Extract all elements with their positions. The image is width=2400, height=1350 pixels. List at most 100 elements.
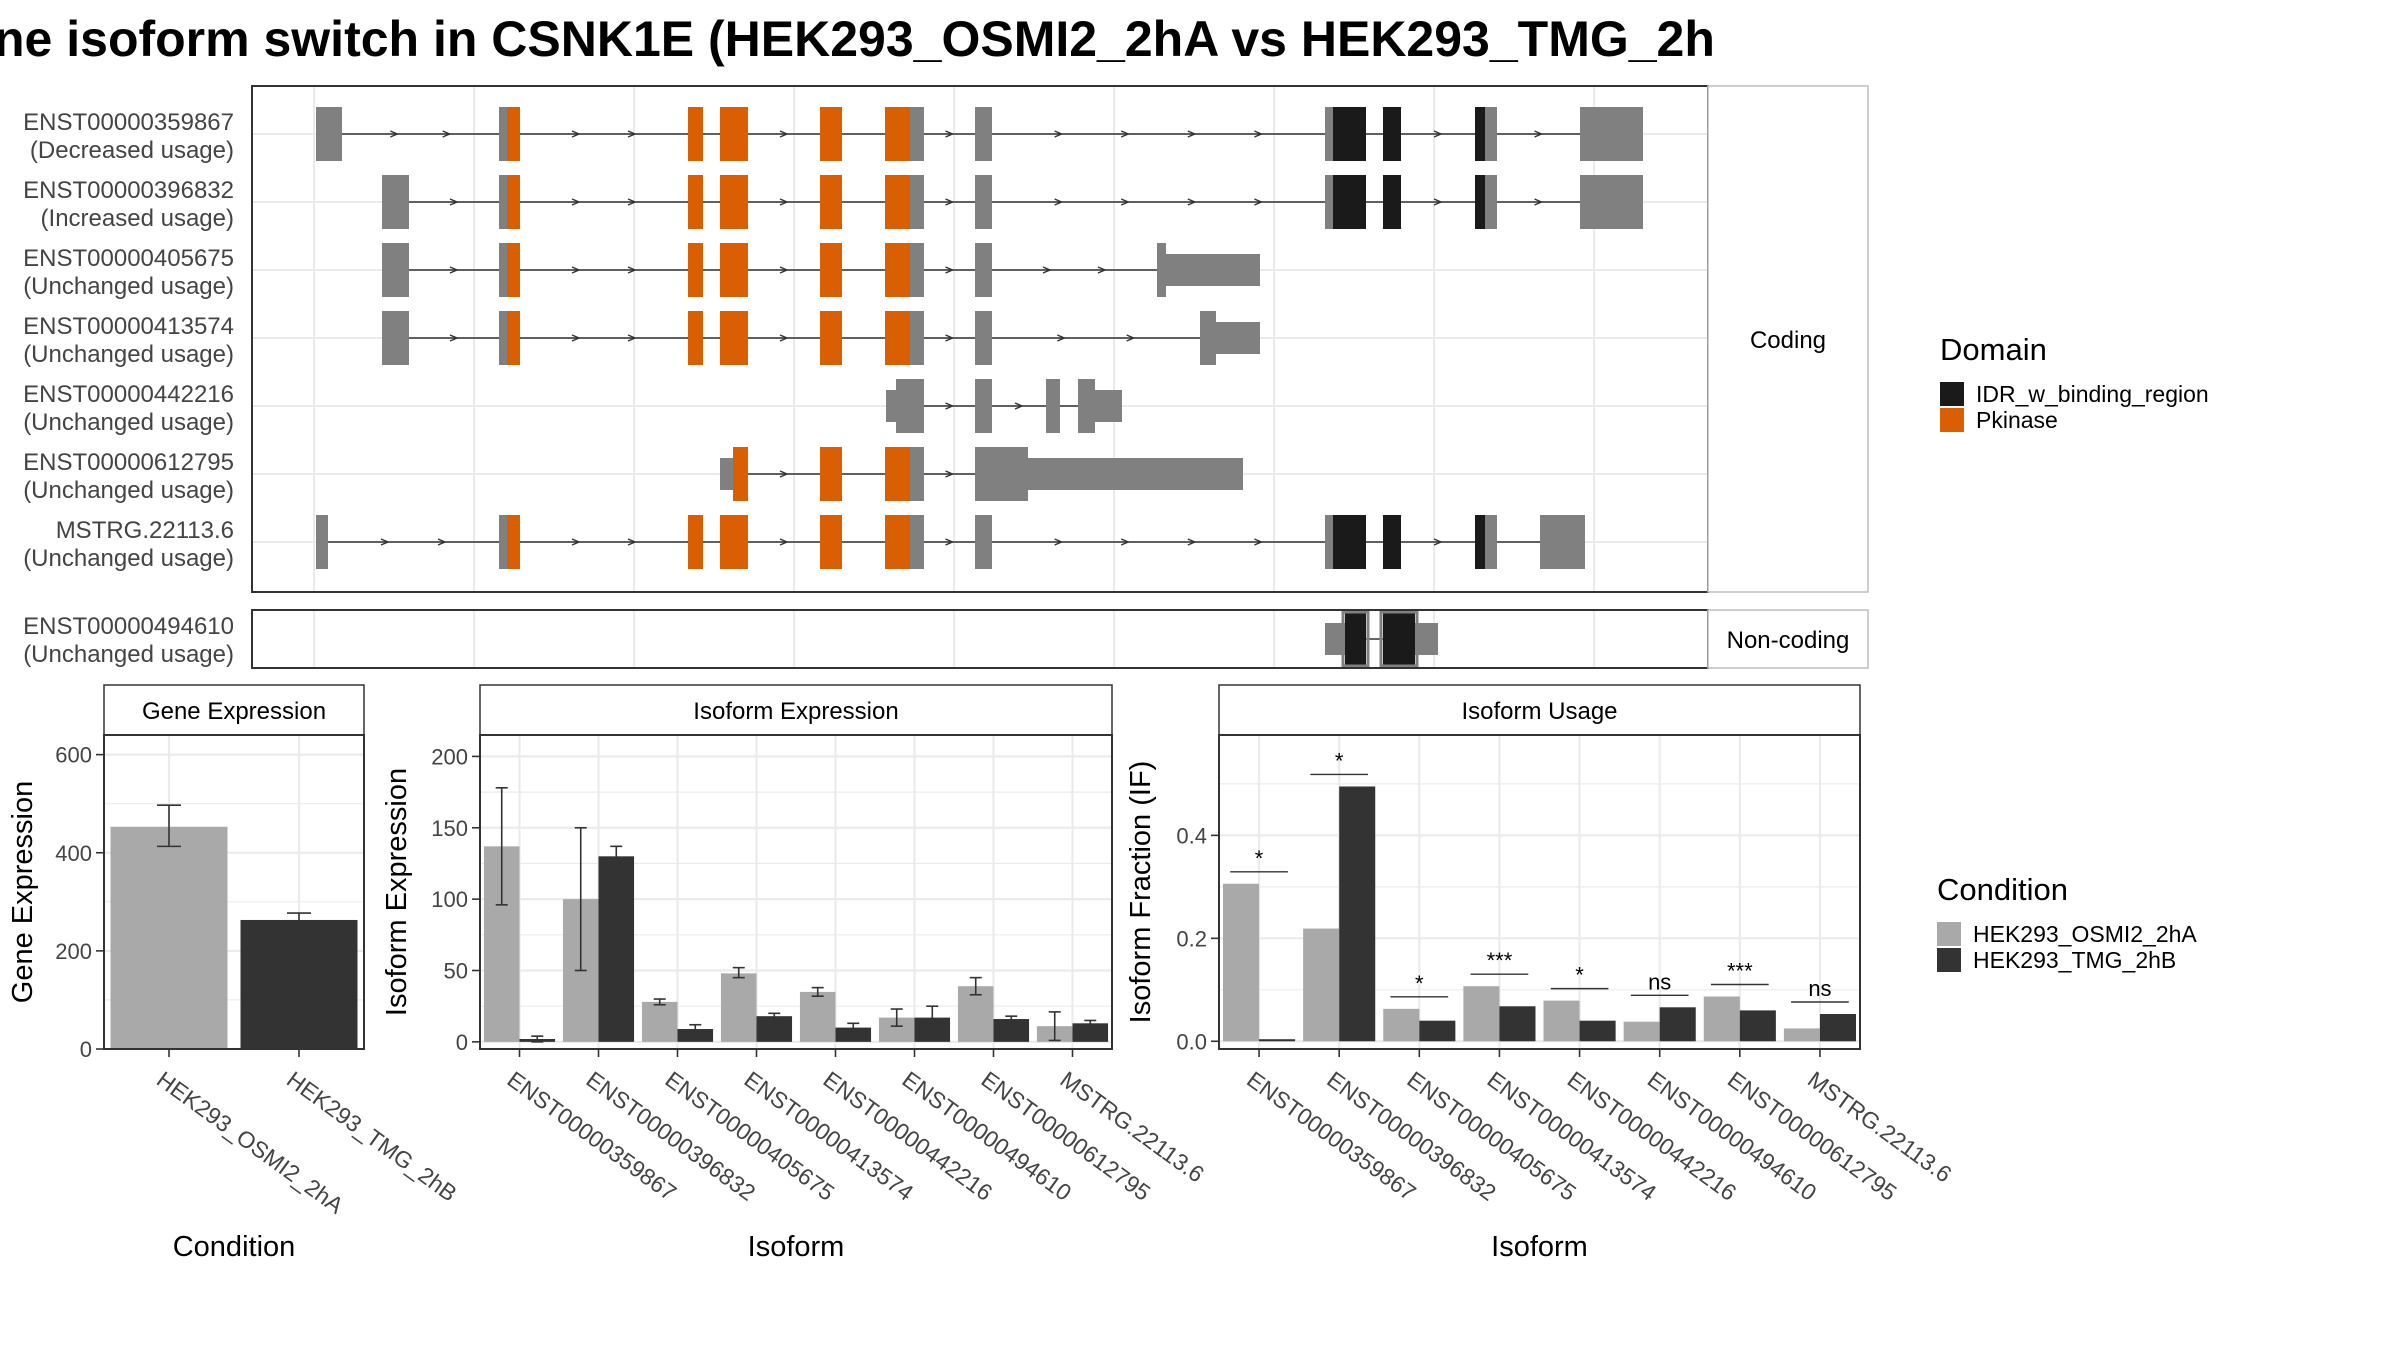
idr-domain-block: [1333, 515, 1366, 569]
exon-block: [499, 175, 507, 229]
exon-block: [1216, 322, 1260, 354]
exon-block: [1046, 379, 1060, 433]
bar: [641, 1001, 678, 1042]
intron-direction-arrow: [779, 198, 789, 206]
y-tick-label: 0: [456, 1030, 468, 1055]
pkinase-domain-block: [885, 311, 910, 365]
idr-domain-block: [1475, 175, 1485, 229]
exon-block: [1157, 243, 1166, 297]
y-axis-title: Gene Expression: [7, 781, 39, 1003]
transcript-id-label: ENST00000612795: [23, 449, 234, 476]
x-axis-title: Condition: [173, 1231, 296, 1263]
x-axis-title: Isoform: [748, 1231, 845, 1263]
intron-direction-arrow: [945, 198, 955, 206]
pkinase-domain-block: [507, 243, 520, 297]
exon-block: [1540, 515, 1585, 569]
domain-legend-title: Domain: [1940, 332, 2047, 367]
coding-strip: [1707, 85, 1869, 593]
bar: [1499, 1006, 1536, 1042]
idr-domain-block: [1333, 175, 1366, 229]
exon-block: [975, 379, 992, 433]
pkinase-domain-block: [507, 311, 520, 365]
exon-outline: [1379, 610, 1419, 668]
transcript-structure-plot: ENST00000359867(Decreased usage) ENST0000…: [23, 85, 1869, 669]
intron-direction-arrow: [1433, 130, 1443, 138]
pkinase-domain-block: [720, 107, 748, 161]
pkinase-domain-block: [885, 243, 910, 297]
domain-legend-label: Pkinase: [1976, 407, 2058, 433]
bar: [1783, 1028, 1820, 1042]
idr-domain-block: [1345, 612, 1366, 666]
exon-block: [499, 311, 507, 365]
transcript-id-label: ENST00000442216: [23, 381, 234, 408]
intron-direction-arrow: [945, 538, 955, 546]
exon-block: [1078, 379, 1095, 433]
exon-block: [316, 515, 328, 569]
bar: [1659, 1007, 1696, 1042]
intron-direction-arrow: [779, 538, 789, 546]
intron-direction-arrow: [1120, 198, 1130, 206]
significance-label: *: [1335, 748, 1344, 773]
y-tick-label: 150: [431, 816, 468, 841]
transcript-id-label: ENST00000396832: [23, 177, 234, 204]
exon-block: [1415, 623, 1438, 655]
pkinase-domain-block: [720, 515, 748, 569]
significance-label: ns: [1648, 969, 1671, 994]
pkinase-domain-block: [885, 515, 910, 569]
transcript-usage-label: (Unchanged usage): [23, 641, 234, 668]
exon-block: [1580, 175, 1643, 229]
transcript-id-label: ENST00000405675: [23, 245, 234, 272]
plot-border: [103, 734, 365, 1050]
domain-legend-key: [1940, 382, 1964, 406]
significance-label: *: [1575, 963, 1584, 988]
intron-direction-arrow: [1054, 198, 1064, 206]
bar: [756, 1016, 793, 1042]
y-tick-label: 0.4: [1176, 823, 1207, 848]
significance-label: ns: [1808, 976, 1831, 1001]
exon-block: [499, 107, 507, 161]
isoform-usage-chart: Isoform Usage******* ns ***ns0.00.20.4ENST…: [1125, 684, 1957, 1263]
panel-strip: [103, 684, 365, 736]
exon-block: [975, 243, 992, 297]
pkinase-domain-block: [688, 311, 703, 365]
exon-block: [720, 458, 733, 490]
coding-strip-label: Coding: [1750, 327, 1826, 354]
noncoding-strip: [1707, 609, 1869, 669]
exon-block: [1095, 390, 1122, 422]
transcript-usage-label: (Unchanged usage): [23, 409, 234, 436]
exon-block: [1325, 515, 1333, 569]
intron-direction-arrow: [779, 470, 789, 478]
bar: [1463, 986, 1500, 1042]
noncoding-strip-label: Non-coding: [1727, 627, 1850, 654]
intron-direction-arrow: [1534, 198, 1544, 206]
y-tick-label: 0.0: [1176, 1029, 1207, 1054]
bar: [720, 973, 757, 1042]
bar: [1303, 928, 1340, 1042]
transcript-usage-label: (Unchanged usage): [23, 273, 234, 300]
exon-block: [886, 390, 896, 422]
y-tick-label: 0.2: [1176, 926, 1207, 951]
intron-direction-arrow: [1120, 538, 1130, 546]
exon-block: [1580, 107, 1643, 161]
bar: [1739, 1010, 1776, 1042]
condition-legend-key: [1937, 922, 1961, 946]
figure-title: ne isoform switch in CSNK1E (HEK293_OSMI…: [0, 11, 1715, 67]
bar: [1223, 883, 1260, 1042]
y-axis-title: Isoform Expression: [381, 768, 413, 1016]
domain-legend-key: [1940, 408, 1964, 432]
exon-block: [1485, 175, 1497, 229]
exon-block: [910, 311, 924, 365]
exon-outline: [1341, 610, 1370, 668]
intron-direction-arrow: [449, 266, 459, 274]
exon-block: [910, 447, 924, 501]
plot-border: [479, 734, 1113, 1050]
y-tick-label: 0: [80, 1037, 92, 1062]
intron-direction-arrow: [390, 130, 400, 138]
intron-direction-arrow: [945, 470, 955, 478]
intron-direction-arrow: [571, 266, 581, 274]
bar: [1419, 1020, 1456, 1042]
y-tick-label: 200: [55, 939, 92, 964]
exon-block: [1028, 458, 1243, 490]
